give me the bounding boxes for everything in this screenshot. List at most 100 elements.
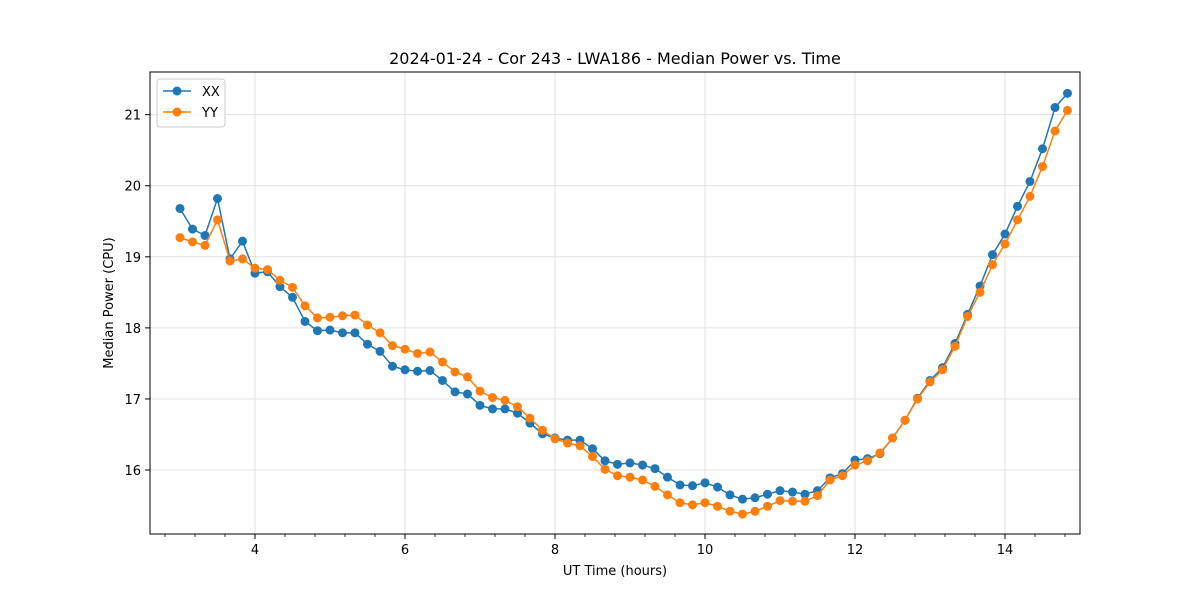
data-point-yy [325,312,335,322]
data-point-xx [462,389,472,399]
data-point-yy [588,452,597,462]
legend-yy-label: YY [201,106,218,121]
data-point-yy [350,310,360,320]
data-point-xx [288,292,297,302]
data-point-xx [200,230,210,240]
data-point-yy [1013,215,1023,225]
data-point-yy [750,506,760,516]
data-point-yy [888,433,897,443]
data-point-xx [675,480,685,490]
data-point-yy [188,237,198,247]
x-axis-label: UT Time (hours) [563,564,667,579]
data-point-yy [788,496,798,506]
data-point-yy [975,287,985,297]
data-point-xx [475,400,485,410]
y-tick-label: 19 [124,251,141,266]
data-point-yy [938,365,948,375]
data-point-yy [687,500,697,510]
data-point-xx [775,486,785,496]
data-point-yy [550,434,560,444]
data-point-yy [338,311,348,321]
data-point-yy [1000,239,1010,249]
data-point-yy [963,312,972,321]
data-point-yy [425,347,435,357]
y-tick-label: 17 [124,393,141,408]
data-point-xx [612,459,622,469]
data-point-xx [1038,144,1047,154]
data-point-yy [500,395,510,405]
data-point-yy [312,313,322,323]
data-point-xx [387,361,397,371]
legend-xx-label: XX [202,85,220,100]
data-point-yy [237,254,247,264]
data-point-yy [650,481,660,491]
data-point-yy [413,348,423,358]
data-point-xx [438,375,447,385]
data-point-xx [275,282,285,292]
data-point-yy [825,475,835,485]
x-tick-label: 8 [551,543,559,558]
data-point-yy [813,491,822,501]
x-tick-label: 10 [697,543,714,558]
data-point-xx [1000,229,1010,239]
data-point-yy [638,475,648,485]
data-point-yy [950,341,960,351]
data-point-xx [725,490,735,500]
data-point-yy [700,498,710,508]
data-point-yy [1050,126,1060,136]
legend-yy-marker [172,107,182,117]
data-point-yy [225,256,235,266]
y-axis-label: Median Power (CPU) [102,237,117,368]
data-point-yy [925,377,935,387]
data-point-yy [875,448,885,458]
data-point-yy [625,472,635,482]
legend: XX YY [156,78,226,128]
data-point-yy [738,509,747,519]
data-point-yy [375,328,385,338]
data-point-xx [625,458,635,468]
data-point-xx [788,487,798,497]
data-point-xx [450,387,460,397]
data-point-xx [350,328,360,338]
x-tick-label: 4 [251,543,259,558]
data-point-yy [1025,191,1035,201]
data-point-yy [200,240,210,250]
data-point-xx [338,328,348,338]
data-point-yy [275,275,285,285]
grid-lines [150,72,1080,534]
data-point-xx [1013,201,1023,211]
data-point-yy [863,456,873,466]
data-point-xx [663,472,672,482]
data-point-xx [762,489,772,499]
data-point-xx [425,366,435,376]
data-point-yy [575,441,585,451]
data-point-xx [713,482,723,492]
data-point-yy [725,506,735,516]
data-point-xx [237,236,247,246]
legend-xx-marker [172,86,182,96]
y-tick-label: 18 [124,322,141,337]
data-point-yy [900,415,910,425]
data-point-xx [638,460,648,470]
data-point-xx [588,444,597,454]
data-point-xx [750,493,760,503]
axis-ticks: 4 6 8 10 12 14 16 17 18 19 20 21 [124,109,1066,558]
data-point-xx [687,481,697,491]
data-point-xx [987,250,997,260]
data-point-yy [462,372,472,382]
data-point-yy [175,233,185,243]
data-point-yy [762,501,772,511]
data-point-xx [513,408,522,418]
data-point-yy [800,496,810,506]
data-point-xx [363,339,372,349]
data-point-yy [775,496,785,506]
x-tick-label: 12 [847,543,864,558]
data-point-xx [400,365,410,375]
data-point-yy [400,344,410,354]
data-point-xx [325,325,335,335]
data-point-yy [663,490,672,500]
x-tick-label: 14 [997,543,1014,558]
data-point-xx [1062,88,1072,98]
data-point-yy [250,263,260,273]
